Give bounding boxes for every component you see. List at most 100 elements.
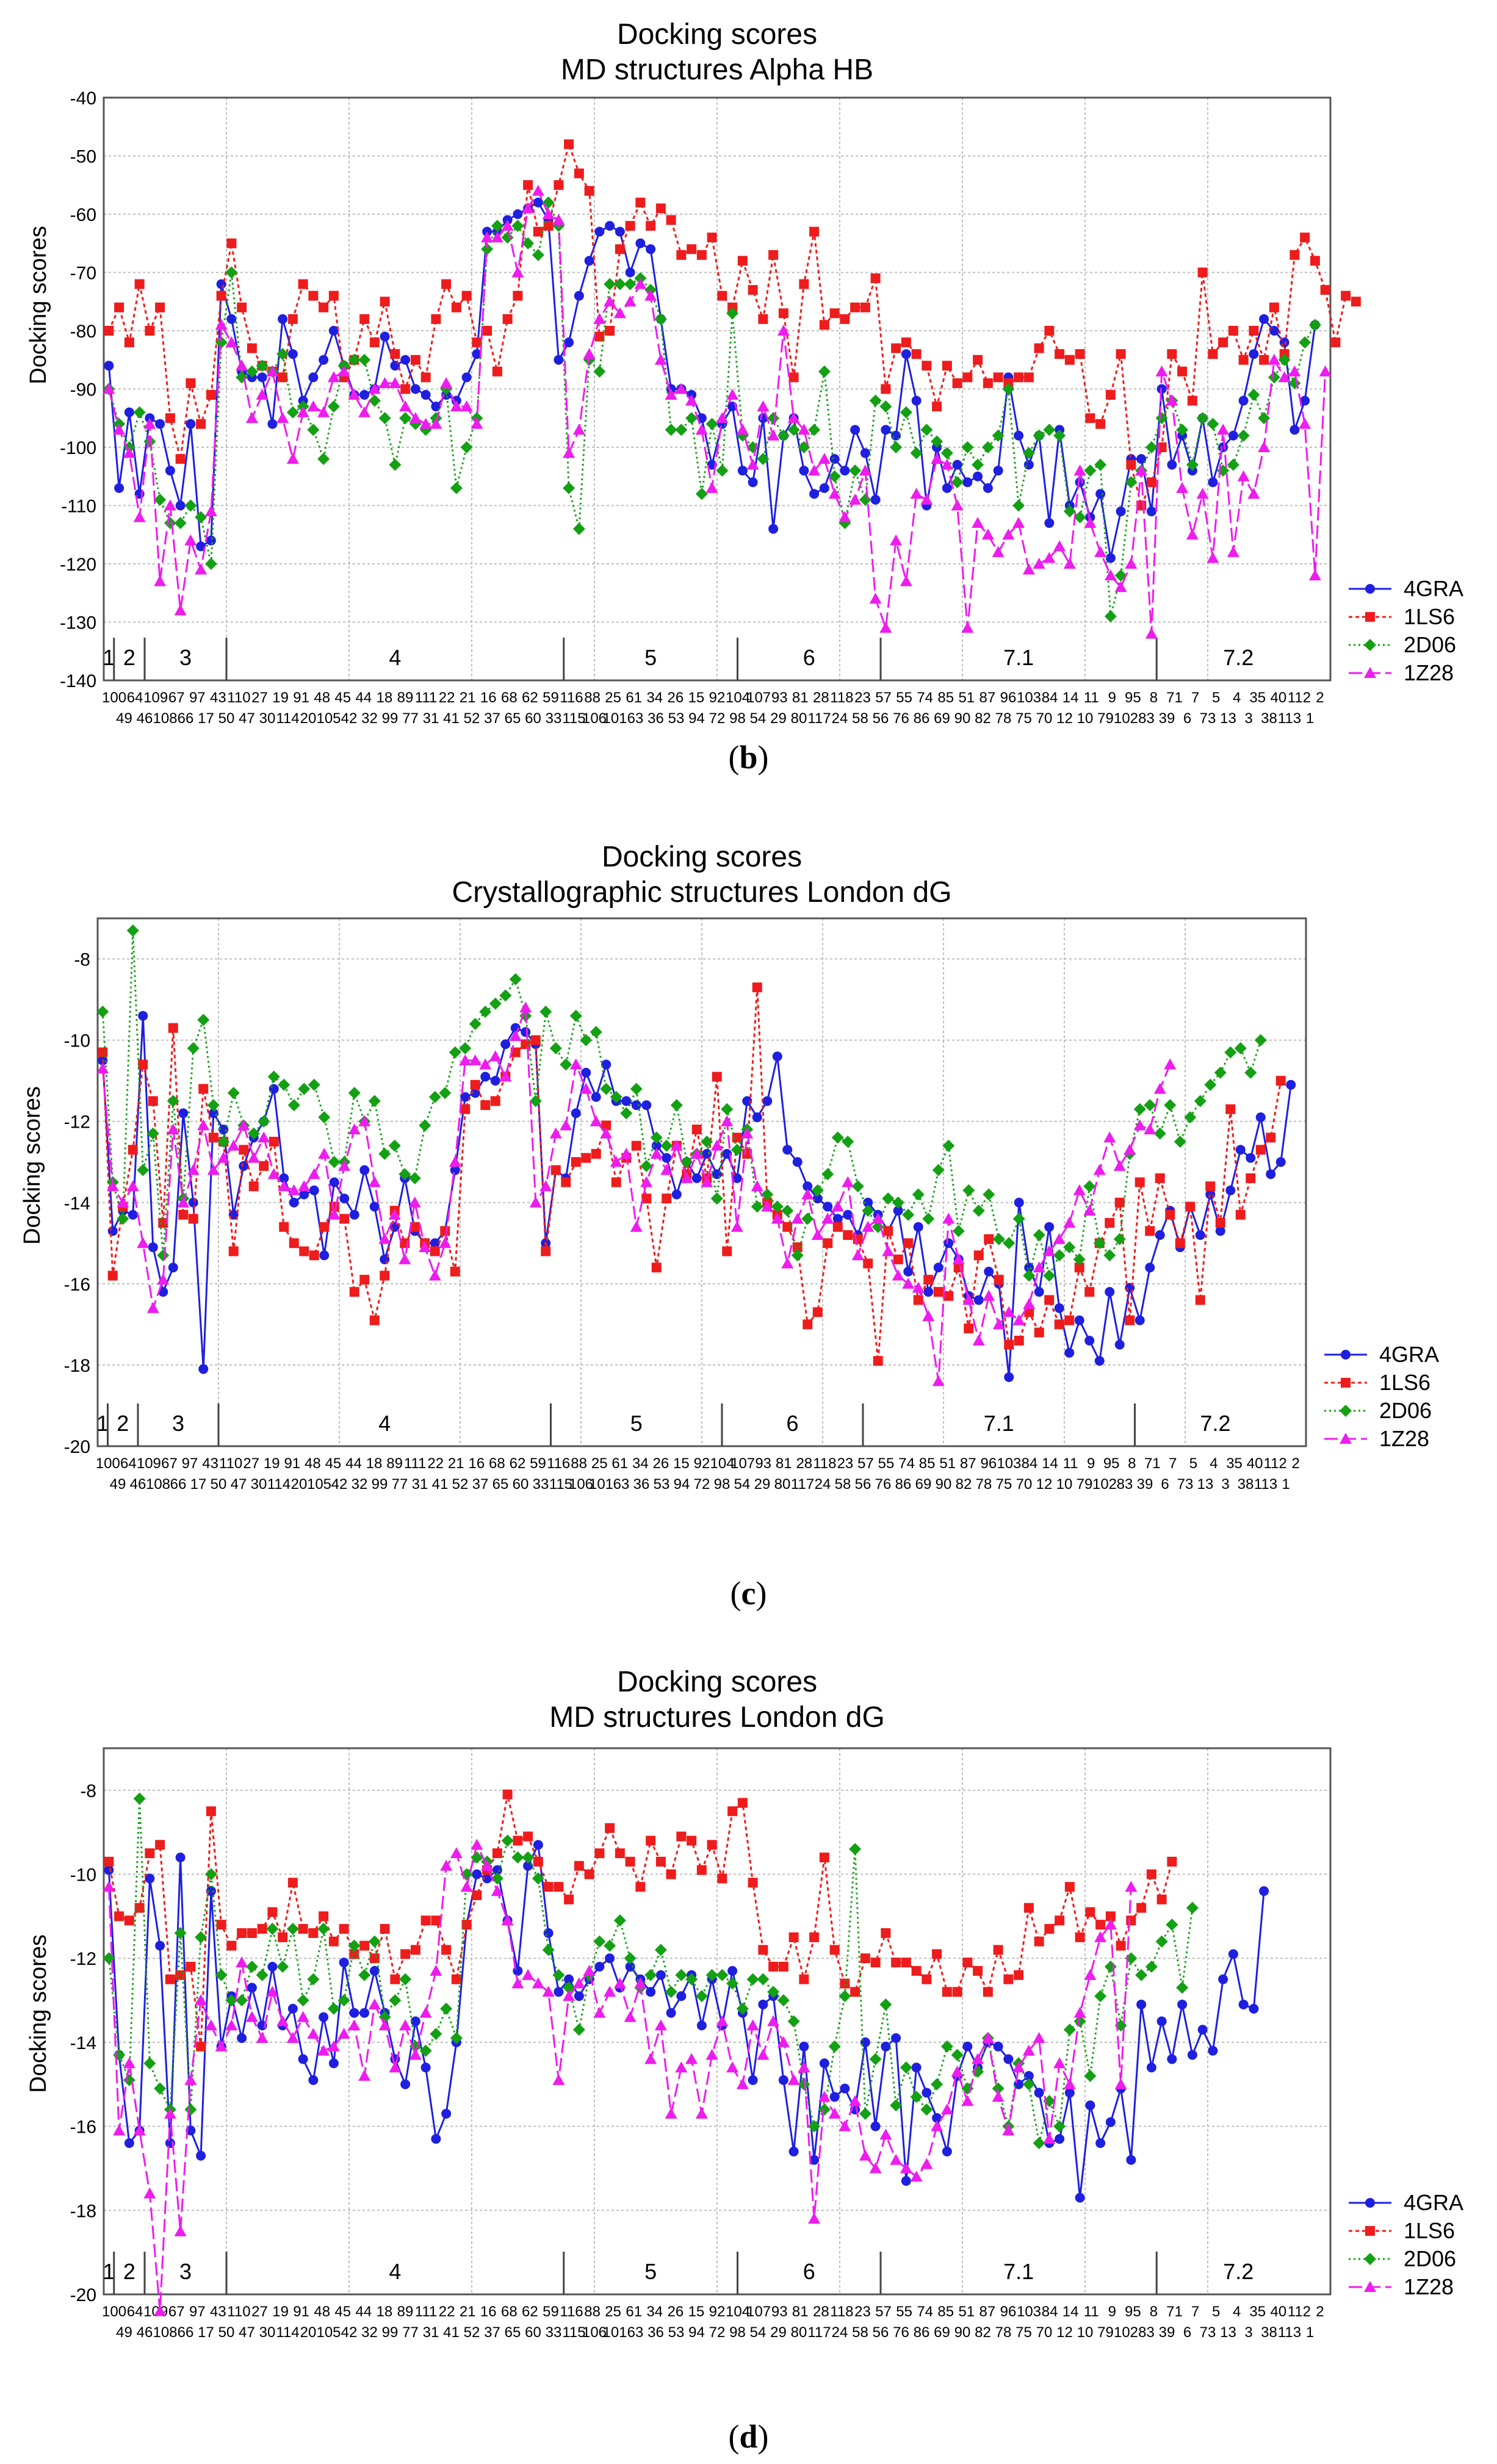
c0-point-2D06-111 (1237, 429, 1250, 442)
c2-xtick-bottom-27: 53 (668, 2324, 685, 2341)
c1-point-1LS6-47 (571, 1157, 581, 1167)
c1-xtick-bottom-40: 69 (915, 1476, 932, 1493)
c1-point-1LS6-82 (923, 1275, 934, 1285)
c0-point-1LS6-83 (952, 378, 962, 388)
c2-xtick-top-31: 107 (746, 2304, 771, 2320)
c2-group-label-0: 1 (103, 2259, 115, 2284)
c0-point-1LS6-99 (1116, 349, 1126, 359)
c1-point-4GRA-96 (1064, 1347, 1075, 1358)
c0-point-1Z28-96 (1084, 517, 1097, 528)
c2-point-4GRA-95 (1075, 2192, 1085, 2203)
c1-point-2D06-9 (187, 1042, 200, 1054)
c2-xtick-bottom-33: 80 (791, 2324, 807, 2341)
c0-point-2D06-51 (624, 278, 637, 290)
c1-xtick-bottom-13: 99 (372, 1476, 388, 1493)
c2-xtick-bottom-22: 115 (562, 2324, 585, 2341)
c1-point-1LS6-9 (188, 1214, 198, 1224)
c1-point-4GRA-10 (198, 1364, 209, 1374)
c1-point-1Z28-95 (1053, 1233, 1066, 1244)
c0-point-4GRA-87 (993, 466, 1003, 476)
c1-group-label-4: 5 (630, 1411, 643, 1436)
c0-point-4GRA-49 (605, 221, 615, 231)
c0-xtick-bottom-58: 1 (1306, 710, 1314, 727)
c0-point-1Z28-24 (348, 389, 361, 400)
c1-point-1Z28-44 (539, 1180, 552, 1192)
panel-caption-c: (c) (730, 1575, 767, 1612)
c2-xtick-top-34: 28 (813, 2304, 829, 2320)
c0-point-1LS6-76 (881, 384, 891, 394)
c1-point-4GRA-14 (239, 1161, 249, 1171)
c2-point-1Z28-3 (133, 2124, 146, 2136)
c1-point-4GRA-118 (1286, 1079, 1296, 1090)
c0-point-1LS6-86 (983, 378, 993, 388)
c2-point-1Z28-73 (849, 2095, 862, 2106)
c0-point-1LS6-72 (840, 314, 850, 324)
c2-point-4GRA-63 (748, 2075, 758, 2085)
c0-point-2D06-108 (1207, 417, 1219, 430)
c1-point-2D06-47 (569, 1009, 582, 1022)
c0-point-2D06-74 (859, 493, 871, 506)
c0-point-1Z28-26 (368, 383, 381, 394)
c2-point-1Z28-82 (940, 2103, 953, 2115)
c0-point-1LS6-105 (1177, 366, 1188, 376)
c0-point-4GRA-62 (737, 466, 748, 476)
c0-point-4GRA-15 (257, 372, 267, 383)
c1-point-1LS6-79 (893, 1254, 903, 1264)
c0-xtick-bottom-42: 82 (975, 710, 991, 727)
c2-xtick-top-6: 110 (227, 2304, 250, 2320)
c2-point-1Z28-8 (184, 2073, 197, 2085)
c0-point-2D06-82 (940, 447, 953, 459)
c0-point-1Z28-90 (1022, 563, 1035, 575)
c2-point-2D06-45 (563, 1981, 575, 1994)
c2-xtick-bottom-26: 36 (647, 2324, 664, 2341)
c2-xtick-bottom-21: 33 (546, 2324, 562, 2341)
c2-xtick-bottom-51: 39 (1159, 2324, 1175, 2341)
c2-point-2D06-17 (276, 1961, 289, 1973)
c0-point-1Z28-19 (297, 406, 309, 417)
c1-xtick-bottom-58: 1 (1282, 1476, 1290, 1493)
c1-xtick-bottom-20: 60 (513, 1476, 529, 1493)
c2-point-2D06-48 (593, 1935, 606, 1948)
c0-point-4GRA-12 (226, 314, 237, 324)
c2-point-1LS6-58 (696, 1865, 707, 1875)
c0-point-1LS6-119 (1320, 285, 1330, 295)
c2-point-4GRA-77 (891, 2033, 901, 2044)
c2-point-4GRA-82 (942, 2146, 952, 2156)
c2-point-2D06-83 (951, 2048, 964, 2061)
c1-xtick-top-17: 21 (448, 1455, 464, 1472)
c2-point-4GRA-105 (1177, 1999, 1188, 2009)
c0-point-4GRA-82 (942, 483, 952, 493)
c1-xtick-top-0: 100 (96, 1455, 120, 1472)
c0-point-1Z28-41 (522, 202, 535, 214)
c1-point-2D06-109 (1194, 1095, 1207, 1108)
c1-point-1LS6-83 (933, 1287, 943, 1297)
c0-point-2D06-10 (204, 558, 217, 570)
c2-point-4GRA-16 (267, 1962, 278, 1972)
c1-point-4GRA-48 (581, 1067, 591, 1078)
c0-point-4GRA-51 (625, 267, 635, 278)
c2-xtick-top-56: 40 (1270, 2304, 1286, 2320)
c1-point-1Z28-81 (912, 1281, 925, 1293)
c2-point-4GRA-70 (819, 2058, 829, 2069)
c2-point-1LS6-2 (124, 1915, 134, 1926)
c2-point-1LS6-50 (615, 1848, 625, 1859)
c2-point-4GRA-109 (1218, 1974, 1228, 1984)
c2-point-1Z28-99 (1114, 2078, 1127, 2089)
c1-point-1Z28-56 (660, 1164, 673, 1175)
c0-point-4GRA-44 (554, 355, 564, 365)
c2-point-1LS6-30 (410, 1945, 420, 1955)
c1-point-4GRA-97 (1074, 1315, 1084, 1325)
c2-point-1LS6-61 (727, 1806, 738, 1817)
c0-point-1LS6-94 (1064, 355, 1075, 365)
c1-point-4GRA-82 (923, 1287, 934, 1297)
c2-point-2D06-56 (675, 1969, 688, 1981)
c1-point-4GRA-67 (772, 1051, 782, 1062)
c1-point-4GRA-62 (722, 1148, 732, 1159)
c2-xtick-bottom-2: 108 (153, 2324, 177, 2341)
c1-point-2D06-34 (439, 1087, 452, 1100)
c0-point-4GRA-65 (768, 524, 779, 534)
c1-xtick-top-57: 112 (1264, 1455, 1287, 1472)
c0-point-2D06-64 (757, 453, 770, 466)
c2-point-4GRA-71 (829, 2092, 840, 2102)
c2-point-1LS6-70 (819, 1853, 829, 1862)
